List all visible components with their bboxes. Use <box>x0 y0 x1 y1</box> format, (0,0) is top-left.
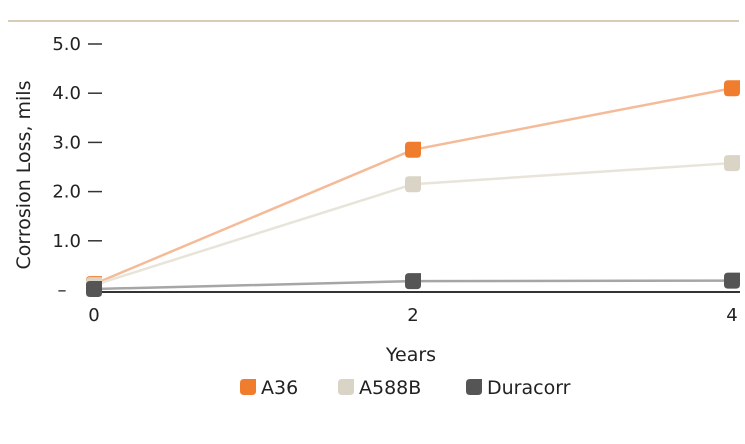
legend-item-a36: A36 <box>240 377 298 399</box>
data-point-duracorr <box>724 272 740 289</box>
y-axis-title: Corrosion Loss, mils <box>13 81 35 270</box>
legend-swatch-a36 <box>240 379 256 395</box>
series-lines <box>86 80 740 298</box>
data-point-a36 <box>724 80 740 97</box>
legend-label-a36: A36 <box>261 377 298 399</box>
y-axis: – 1.0 2.0 3.0 4.0 5.0 <box>52 34 102 301</box>
y-tick-label: 5.0 <box>52 34 81 55</box>
data-point-duracorr <box>86 281 102 298</box>
x-tick-label: 0 <box>88 305 99 326</box>
legend-item-duracorr: Duracorr <box>466 377 571 399</box>
x-tick-label: 4 <box>726 305 737 326</box>
data-point-duracorr <box>405 273 421 290</box>
legend-label-a588b: A588B <box>359 377 421 399</box>
x-axis: 0 2 4 <box>88 305 737 326</box>
y-tick-label: 3.0 <box>52 132 81 153</box>
x-axis-title: Years <box>385 344 436 366</box>
y-tick-label: 1.0 <box>52 231 81 252</box>
legend-label-duracorr: Duracorr <box>487 377 571 399</box>
legend-item-a588b: A588B <box>338 377 421 399</box>
legend-swatch-a588b <box>338 379 354 395</box>
data-point-a36 <box>405 141 421 158</box>
x-tick-label: 2 <box>407 305 418 326</box>
legend-swatch-duracorr <box>466 379 482 395</box>
data-point-a588b <box>724 155 740 172</box>
legend: A36 A588B Duracorr <box>240 377 571 399</box>
y-tick-label: 2.0 <box>52 182 81 203</box>
y-tick-label: – <box>58 280 67 301</box>
y-tick-label: 4.0 <box>52 83 81 104</box>
data-point-a588b <box>405 176 421 193</box>
